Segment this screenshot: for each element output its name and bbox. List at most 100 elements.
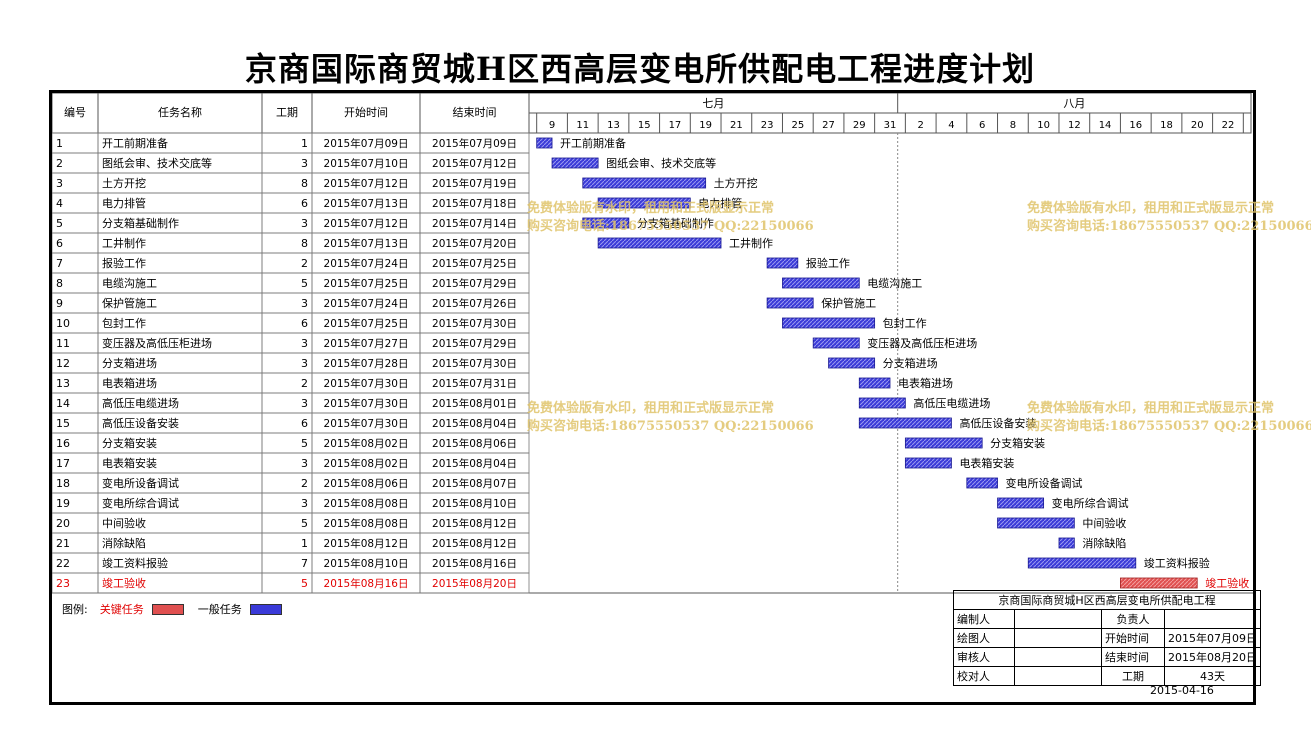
task-end: 2015年07月29日 — [432, 337, 517, 350]
day-tick-label: 4 — [948, 120, 954, 131]
gantt-frame: 编号 任务名称 工期 开始时间 结束时间 七月 八月 9 11 13 15 17 19 21 23 25 27 2… — [49, 90, 1256, 705]
header-name: 任务名称 — [158, 105, 202, 119]
task-name: 电力排管 — [102, 196, 146, 210]
task-no: 5 — [56, 217, 63, 230]
header-start: 开始时间 — [344, 105, 388, 119]
task-start: 2015年07月12日 — [324, 177, 409, 190]
day-tick-label: 9 — [549, 120, 555, 131]
gantt-bar — [904, 437, 983, 449]
gantt-bar-label: 竣工资料报验 — [1144, 556, 1210, 570]
day-tick-label: 19 — [699, 120, 712, 131]
day-tick-label: 21 — [730, 120, 743, 131]
task-no: 20 — [56, 517, 70, 530]
task-start: 2015年08月16日 — [324, 577, 409, 590]
task-duration: 1 — [301, 537, 308, 550]
task-name: 消除缺陷 — [102, 536, 146, 550]
task-name: 报验工作 — [102, 256, 146, 270]
reviewer-value — [1014, 647, 1102, 667]
task-start: 2015年08月12日 — [324, 537, 409, 550]
task-no: 4 — [56, 197, 63, 210]
task-start: 2015年07月12日 — [324, 217, 409, 230]
gantt-bar — [551, 157, 599, 169]
task-duration: 3 — [301, 357, 308, 370]
day-tick-label: 8 — [1010, 120, 1016, 131]
task-end: 2015年07月30日 — [432, 357, 517, 370]
day-tick-label: 14 — [1099, 120, 1112, 131]
task-name: 电表箱进场 — [102, 376, 157, 390]
end-label: 结束时间 — [1101, 647, 1165, 667]
task-end: 2015年07月29日 — [432, 277, 517, 290]
task-start: 2015年07月13日 — [324, 197, 409, 210]
project-name: 京商国际商贸城H区西高层变电所供配电工程 — [952, 590, 1262, 610]
task-end: 2015年08月06日 — [432, 437, 517, 450]
task-duration: 3 — [301, 297, 308, 310]
legend-normal-swatch — [249, 603, 282, 615]
editor-label: 编制人 — [953, 609, 1015, 629]
table-cell — [419, 572, 530, 594]
task-name: 高低压电缆进场 — [102, 396, 179, 410]
page-title: 京商国际商贸城H区西高层变电所供配电工程进度计划 — [244, 50, 1036, 88]
day-tick-label: 23 — [761, 120, 774, 131]
drawer-value — [1014, 628, 1102, 648]
owner-value — [1163, 609, 1262, 629]
legend-critical-swatch — [151, 603, 184, 615]
task-duration: 3 — [301, 337, 308, 350]
legend-label: 图例: — [62, 603, 88, 616]
gantt-bar — [858, 397, 906, 409]
day-tick-label: 13 — [607, 120, 620, 131]
end-value: 2015年08月20日 — [1163, 647, 1262, 667]
gantt-bar-label: 高低压电缆进场 — [913, 396, 990, 410]
gantt-bar — [582, 217, 630, 229]
footer-date: 2015-04-16 — [1150, 684, 1214, 697]
task-no: 1 — [56, 137, 63, 150]
task-start: 2015年08月08日 — [324, 497, 409, 510]
task-duration: 6 — [301, 417, 308, 430]
project-info-table: 京商国际商贸城H区西高层变电所供配电工程 编制人 负责人 绘图人 开始时间 20… — [952, 590, 1262, 686]
day-tick-label: 10 — [1037, 120, 1050, 131]
task-end: 2015年08月16日 — [432, 557, 517, 570]
gantt-bar — [782, 317, 876, 329]
task-no: 14 — [56, 397, 70, 410]
gantt-bar-label: 分支箱进场 — [883, 356, 938, 370]
task-name: 高低压设备安装 — [102, 416, 179, 430]
task-duration: 3 — [301, 217, 308, 230]
gantt-bar-label: 图纸会审、技术交底等 — [606, 156, 716, 170]
task-end: 2015年08月07日 — [432, 477, 517, 490]
task-end: 2015年07月12日 — [432, 157, 517, 170]
gantt-bar — [1120, 577, 1198, 589]
task-start: 2015年07月24日 — [324, 257, 409, 270]
gantt-bar-label: 工井制作 — [729, 236, 773, 250]
day-tick-label: 27 — [822, 120, 835, 131]
task-no: 8 — [56, 277, 63, 290]
task-no: 13 — [56, 377, 70, 390]
task-end: 2015年07月18日 — [432, 197, 517, 210]
task-no: 21 — [56, 537, 70, 550]
gantt-bar — [1058, 537, 1075, 549]
gantt-bar — [997, 517, 1075, 529]
checker-label: 校对人 — [953, 666, 1015, 686]
gantt-bar — [1027, 557, 1137, 569]
day-tick-label: 20 — [1191, 120, 1204, 131]
gantt-bar-label: 高低压设备安装 — [959, 416, 1036, 430]
task-end: 2015年08月04日 — [432, 417, 517, 430]
day-tick-label: 29 — [853, 120, 866, 131]
header-cell — [97, 93, 263, 134]
task-duration: 5 — [301, 577, 308, 590]
gantt-bar-label: 分支箱安装 — [990, 436, 1045, 450]
task-no: 6 — [56, 237, 63, 250]
task-start: 2015年07月10日 — [324, 157, 409, 170]
header-duration: 工期 — [276, 106, 298, 119]
task-no: 16 — [56, 437, 70, 450]
day-tick-label: 16 — [1129, 120, 1142, 131]
task-start: 2015年08月02日 — [324, 457, 409, 470]
task-start: 2015年07月30日 — [324, 417, 409, 430]
task-end: 2015年08月01日 — [432, 397, 517, 410]
legend-critical-label: 关键任务 — [99, 603, 144, 616]
start-value: 2015年07月09日 — [1163, 628, 1262, 648]
checker-value — [1014, 666, 1102, 686]
gantt-bar-label: 中间验收 — [1082, 516, 1126, 530]
task-end: 2015年07月09日 — [432, 137, 517, 150]
task-duration: 6 — [301, 197, 308, 210]
task-start: 2015年07月09日 — [324, 137, 409, 150]
